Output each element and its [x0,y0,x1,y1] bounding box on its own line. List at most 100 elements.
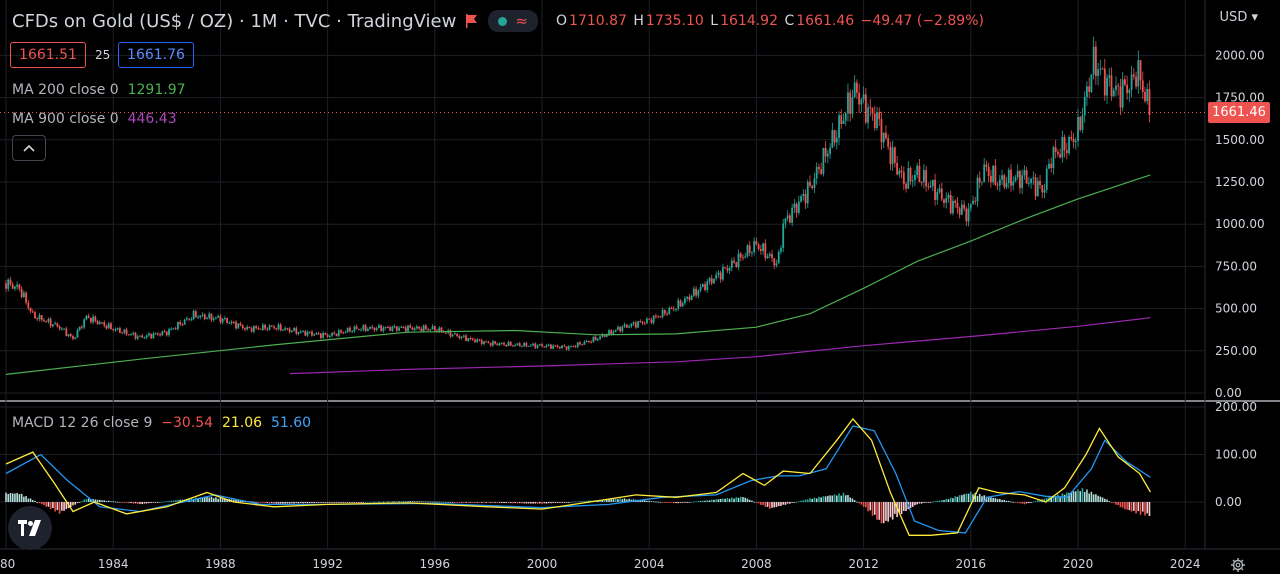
low-value: 1614.92 [720,13,778,29]
candle-body [136,336,139,339]
macd-histogram-bar [119,502,121,503]
macd-signal-line [5,425,1151,534]
macd-histogram-bar [583,500,586,502]
axis-labels: 2000.00 1750.00 1500.00 1250.00 1000.00 750.0… [0,48,1265,571]
candle-body [1059,154,1062,158]
market-status-pill[interactable]: ≈ [488,10,538,32]
macd-histogram-bar [911,502,914,507]
macd-histogram-bar [139,502,141,504]
candle-body [440,327,443,332]
sell-price-button[interactable]: 1661.51 [10,42,86,68]
macd-histogram-bar [215,497,217,502]
candle-body [302,331,304,333]
ma200-legend[interactable]: MA 200 close 0 1291.97 [12,82,186,98]
macd-histogram-bar [876,502,878,520]
macd-histogram-bar [764,502,767,507]
symbol-title[interactable]: CFDs on Gold (US$ / OZ) · 1M · TVC · Tra… [12,10,457,32]
candle-body [619,327,622,332]
macd-histogram-bar [547,502,550,504]
candle-body [395,326,398,331]
macd-histogram-bar [717,499,720,502]
macd-histogram-bar [927,502,930,503]
macd-histogram-bar [1001,500,1003,502]
candle-body [1019,170,1021,189]
candle-body [882,132,885,143]
macd-histogram-bar [449,501,452,503]
macd-histogram-bar [474,502,476,503]
candle-body [416,326,418,329]
candle-body [1001,175,1003,180]
candle-body [429,329,432,331]
macd-histogram-bar [1050,497,1052,502]
settings-gear-icon[interactable] [1230,557,1246,573]
candle-body [512,345,514,347]
candle-body [96,321,99,325]
currency-selector[interactable]: USD ▾ [1219,10,1258,25]
candle-body [85,315,88,320]
macd-histogram-bar [170,500,173,502]
collapse-legend-button[interactable] [12,135,46,161]
flag-icon[interactable] [466,14,478,28]
ohlc-readout: O 1710.87 H 1735.10 L 1614.92 C 1661.46 −49.… [556,13,984,29]
candle-body [1092,46,1095,75]
candle-body [543,346,546,348]
candle-body [1146,89,1149,102]
macd-histogram-bar [1137,502,1140,512]
macd-histogram-bar [270,502,273,504]
candle-body [433,326,436,331]
candle-body [210,313,213,320]
candle-body [547,344,550,346]
macd-histogram-bar [670,502,673,503]
candle-body [43,320,45,322]
macd-histogram-bar [195,497,197,502]
candle-body [261,324,264,330]
candle-body [534,343,537,348]
macd-histogram-bar [136,502,139,505]
candle-body [98,322,101,325]
candle-body [1108,75,1111,78]
candle-body [726,268,729,271]
macd-histogram-bar [802,500,805,502]
candle-body [145,335,148,338]
chart-title: CFDs on Gold (US$ / OZ) · 1M · TVC · Tra… [12,10,538,32]
candle-body [110,323,112,329]
price-tick-label: 2000.00 [1215,48,1265,62]
candle-body [885,132,887,139]
candle-body [657,316,660,318]
candle-body [668,307,671,314]
candle-body [806,181,809,204]
candle-body [344,332,347,334]
candle-body [911,180,914,182]
candle-body [208,313,211,318]
macd-histogram-bar [760,502,762,505]
macd-histogram-bar [76,502,79,504]
macd-histogram-bar [335,502,338,503]
macd-histogram-bar [81,501,83,502]
candle-body [751,252,753,254]
macd-histogram-bar [112,501,114,503]
candle-body [424,325,427,330]
ma900-legend[interactable]: MA 900 close 0 446.43 [12,111,177,127]
candle-body [735,262,738,268]
time-tick-label: 1984 [98,557,129,571]
macd-histogram-bar [487,502,490,503]
macd-legend[interactable]: MACD 12 26 close 9 −30.54 21.06 51.60 [12,415,312,431]
buy-price-button[interactable]: 1661.76 [118,42,194,68]
macd-histogram-bar [827,495,829,502]
macd-histogram-bar [18,494,21,502]
macd-histogram-bar [838,493,840,502]
macd-histogram-bar [273,502,275,504]
candle-body [952,200,954,214]
macd-histogram-bar [362,502,365,503]
candle-body [1144,91,1146,102]
candle-body [212,318,215,320]
macd-histogram-bar [981,496,983,502]
macd-histogram-bar [320,502,322,503]
macd-histogram-bar [43,502,45,506]
candle-body [632,322,635,324]
macd-histogram-bar [574,501,577,503]
candle-body [824,147,827,157]
tradingview-logo-icon[interactable] [8,506,52,550]
candle-body [724,267,727,269]
